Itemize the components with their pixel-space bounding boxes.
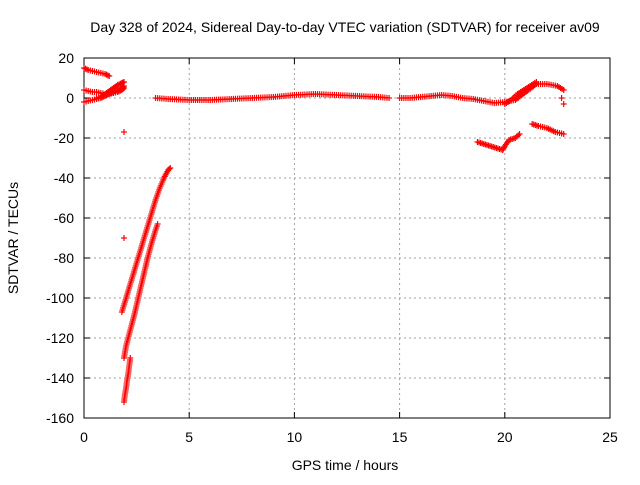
data-point xyxy=(127,355,134,361)
y-tick-label: 0 xyxy=(66,90,74,106)
grid-lines xyxy=(84,58,610,418)
y-tick-label: -100 xyxy=(46,290,74,306)
y-tick-label: -140 xyxy=(46,370,74,386)
data-point xyxy=(533,79,540,85)
data-point xyxy=(119,86,126,92)
x-tick-label: 20 xyxy=(497,429,513,445)
axis-ticks: -160 -140 -120 -100 -80 -60 -40 -20 0 20 0 5 10 15 20 2… xyxy=(46,50,618,445)
data-point xyxy=(106,73,113,79)
y-tick-label: -40 xyxy=(54,170,74,186)
data-point xyxy=(560,87,567,93)
data-point xyxy=(560,131,567,137)
data-point xyxy=(166,166,173,172)
x-tick-label: 15 xyxy=(392,429,408,445)
y-tick-label: -80 xyxy=(54,250,74,266)
y-tick-label: -160 xyxy=(46,410,74,426)
data-point xyxy=(83,66,90,73)
x-tick-label: 10 xyxy=(287,429,303,445)
y-tick-label: -60 xyxy=(54,210,74,226)
chart-title: Day 328 of 2024, Sidereal Day-to-day VTE… xyxy=(90,19,600,35)
x-tick-label: 25 xyxy=(602,429,618,445)
data-point xyxy=(120,235,127,241)
data-point xyxy=(103,71,110,78)
data-point xyxy=(558,95,565,101)
data-point xyxy=(154,221,161,227)
data-point xyxy=(560,101,567,107)
y-tick-label: -120 xyxy=(46,330,74,346)
x-tick-label: 0 xyxy=(80,429,88,445)
data-point xyxy=(120,79,127,85)
y-axis-label: SDTVAR / TECUs xyxy=(5,182,21,294)
data-point xyxy=(167,165,174,171)
data-point xyxy=(120,129,127,135)
data-point xyxy=(516,131,523,137)
plot-frame xyxy=(83,57,611,419)
x-axis-label: GPS time / hours xyxy=(292,457,399,473)
x-tick-label: 5 xyxy=(185,429,193,445)
y-tick-label: 20 xyxy=(58,50,74,66)
data-point xyxy=(386,95,393,101)
data-point xyxy=(120,85,127,91)
data-points xyxy=(81,65,567,405)
y-tick-label: -20 xyxy=(54,130,74,146)
